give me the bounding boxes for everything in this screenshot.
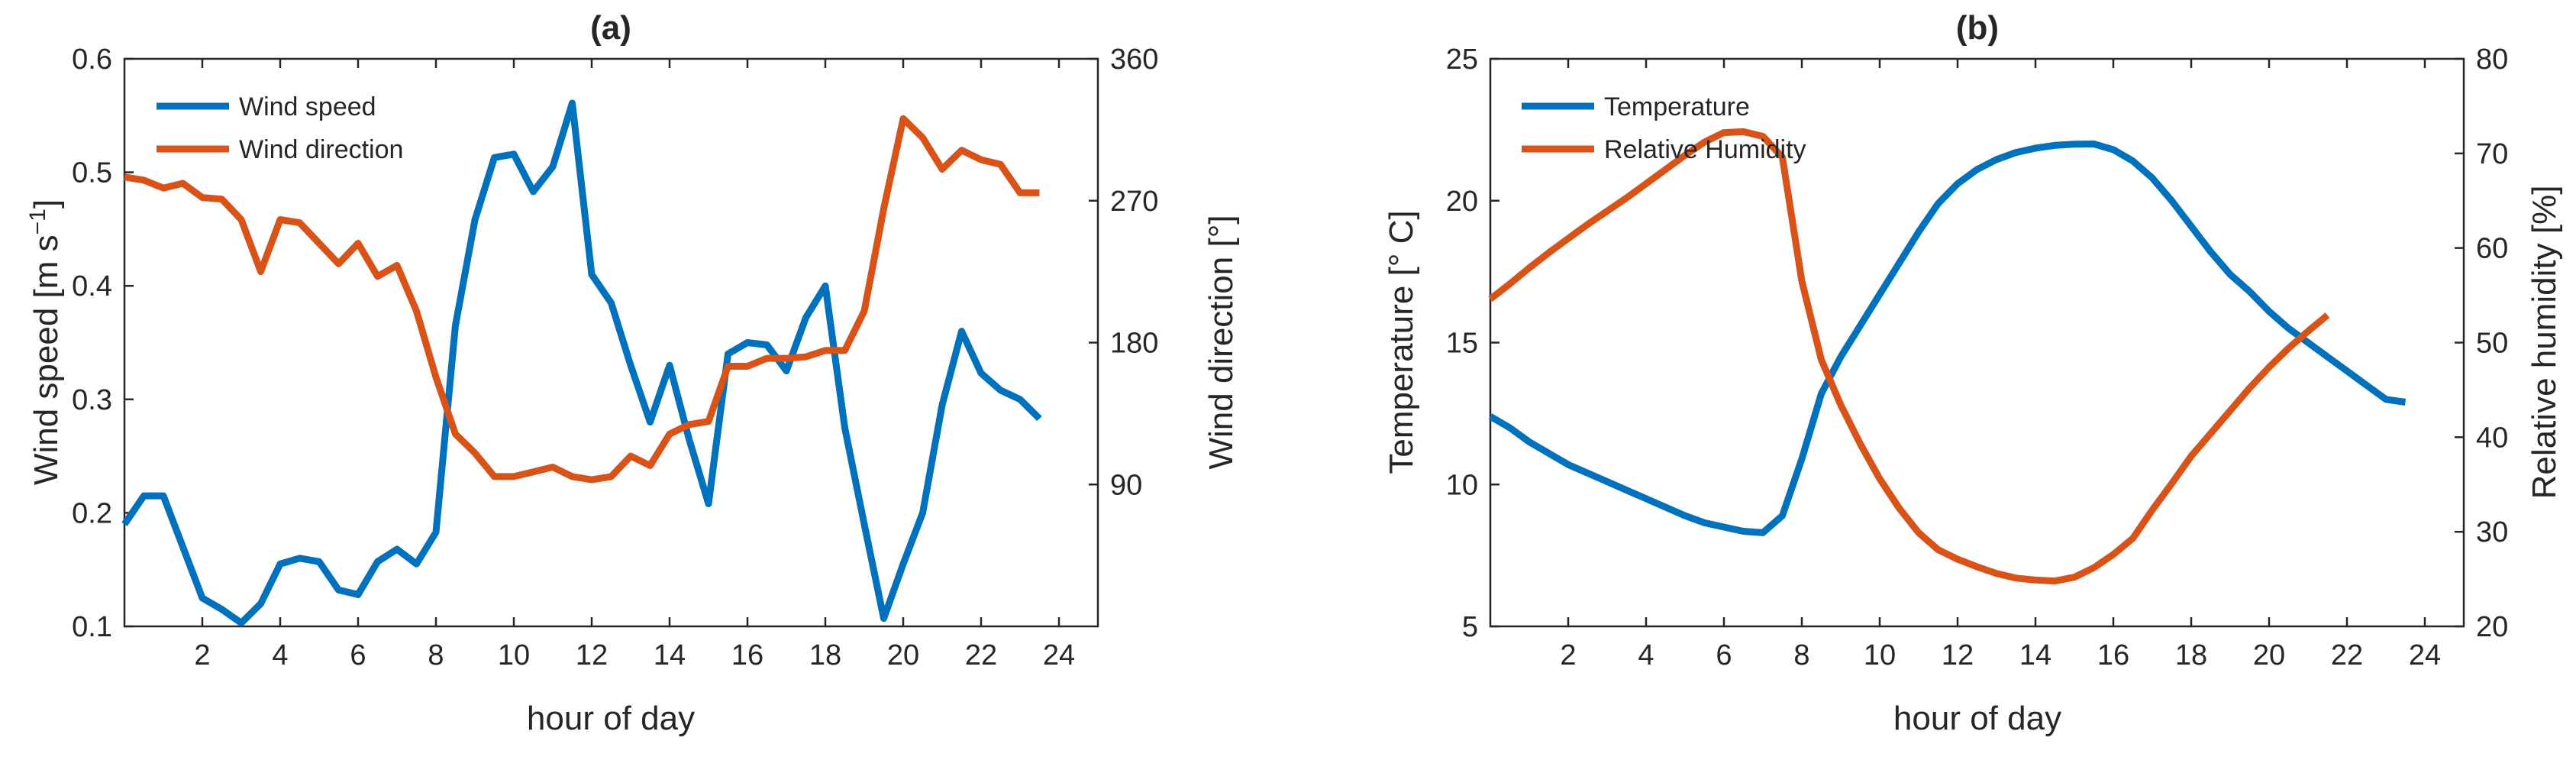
x-tick-label: 18 [809, 639, 841, 671]
series-line-temperature [1488, 141, 2407, 536]
x-axis-label-b: hour of day [1893, 700, 2061, 737]
series-lines-a [121, 99, 1042, 626]
y2-tick-label: 50 [2476, 328, 2508, 360]
series-line-relative-humidity [1488, 128, 2330, 585]
x-tick-label: 16 [2097, 639, 2129, 671]
y2-axis-label-b: Relative humidity [%] [2526, 186, 2563, 500]
y2-ticks-b: 20 30 40 50 60 70 80 [2455, 44, 2508, 643]
x-ticks-b: 2 4 6 8 10 12 14 16 18 20 22 24 [1560, 59, 2441, 671]
y-tick-label: 0.3 [72, 384, 112, 416]
x-tick-label: 6 [1716, 639, 1732, 671]
chart-title-a: (a) [590, 9, 631, 47]
x-tick-label: 14 [2019, 639, 2051, 671]
x-tick-label: 20 [2253, 639, 2285, 671]
y-ticks-a: 0.1 0.2 0.3 0.4 0.5 0.6 [72, 44, 134, 643]
x-tick-label: 24 [1043, 639, 1075, 671]
x-tick-label: 10 [498, 639, 530, 671]
y2-ticks-a: 90 180 270 360 [1089, 44, 1158, 501]
y-tick-label: 0.6 [72, 44, 112, 76]
series-lines-b [1488, 128, 2407, 585]
chart-panel-a: (a) hour of day Wind speed [m s−1] Wind … [25, 9, 1240, 737]
y2-tick-label: 360 [1110, 44, 1158, 76]
y-tick-label: 5 [1462, 611, 1478, 643]
y2-tick-label: 30 [2476, 516, 2508, 548]
y2-tick-label: 20 [2476, 611, 2508, 643]
y-axis-label-b: Temperature [° C] [1383, 210, 1420, 474]
y2-tick-label: 270 [1110, 186, 1158, 218]
x-tick-label: 4 [1638, 639, 1654, 671]
x-tick-label: 4 [272, 639, 288, 671]
y-tick-label: 20 [1446, 186, 1478, 218]
legend-label-relative-humidity: Relative Humidity [1604, 135, 1806, 164]
x-tick-label: 20 [887, 639, 919, 671]
x-tick-label: 8 [1793, 639, 1809, 671]
chart-panel-b: (b) hour of day Temperature [° C] Relati… [1383, 9, 2563, 737]
y2-tick-label: 60 [2476, 233, 2508, 265]
plot-area-b [1489, 57, 2465, 628]
x-tick-label: 16 [731, 639, 763, 671]
y2-tick-label: 80 [2476, 44, 2508, 76]
x-tick-label: 12 [1942, 639, 1974, 671]
legend-label-wind-direction: Wind direction [239, 135, 403, 164]
legend-b: Temperature Relative Humidity [1522, 92, 1806, 164]
y2-tick-label: 40 [2476, 422, 2508, 454]
legend-label-temperature: Temperature [1604, 92, 1750, 121]
y2-tick-label: 90 [1110, 469, 1142, 501]
y-tick-label: 0.4 [72, 270, 112, 302]
x-tick-label: 6 [350, 639, 366, 671]
series-line-wind-speed [121, 99, 1042, 626]
x-tick-label: 10 [1864, 639, 1896, 671]
x-axis-label-a: hour of day [527, 700, 695, 737]
x-tick-label: 12 [576, 639, 608, 671]
y2-tick-label: 70 [2476, 138, 2508, 170]
x-tick-label: 18 [2175, 639, 2207, 671]
y-tick-label: 10 [1446, 469, 1478, 501]
x-tick-label: 14 [654, 639, 686, 671]
legend-label-wind-speed: Wind speed [239, 92, 376, 121]
y-axis-label-a: Wind speed [m s−1] [25, 199, 65, 485]
y2-tick-label: 180 [1110, 328, 1158, 360]
y2-axis-label-a: Wind direction [°] [1202, 215, 1240, 469]
x-tick-label: 8 [428, 639, 444, 671]
legend-a: Wind speed Wind direction [157, 92, 403, 164]
x-tick-label: 22 [2331, 639, 2363, 671]
y-tick-label: 0.5 [72, 157, 112, 189]
x-tick-label: 2 [1560, 639, 1576, 671]
y-tick-label: 25 [1446, 44, 1478, 76]
x-tick-label: 24 [2409, 639, 2441, 671]
y-tick-label: 0.2 [72, 497, 112, 529]
chart-title-b: (b) [1956, 9, 1999, 47]
y-tick-label: 0.1 [72, 611, 112, 643]
series-line-wind-direction [124, 115, 1040, 484]
x-ticks-a: 2 4 6 8 10 12 14 16 18 20 22 24 [194, 59, 1075, 671]
x-tick-label: 2 [194, 639, 210, 671]
x-tick-label: 22 [965, 639, 997, 671]
y-tick-label: 15 [1446, 328, 1478, 360]
y-ticks-b: 5 10 15 20 25 [1446, 44, 1499, 643]
